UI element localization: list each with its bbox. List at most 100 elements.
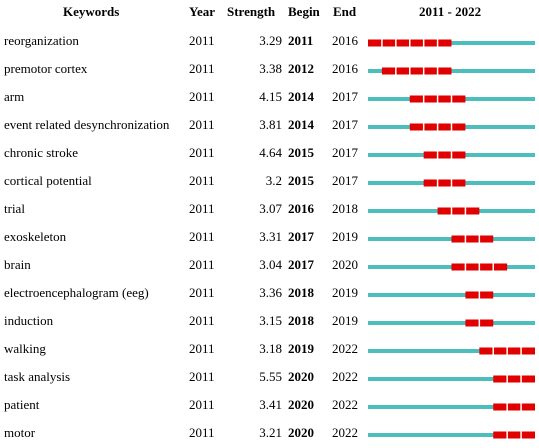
year-cell: 2011 — [189, 229, 215, 244]
keyword-cell: premotor cortex — [4, 61, 88, 76]
year-cell: 2011 — [189, 341, 215, 356]
strength-cell: 3.04 — [259, 257, 282, 272]
year-separator — [478, 263, 481, 271]
year-separator — [506, 403, 508, 411]
timeline-line — [368, 405, 535, 409]
header-end: End — [333, 4, 357, 19]
strength-cell: 4.64 — [259, 145, 282, 160]
keyword-cell: cortical potential — [4, 173, 92, 188]
year-separator — [478, 291, 481, 299]
keyword-cell: chronic stroke — [4, 145, 79, 160]
table-row: electroencephalogram (eeg) 2011 3.36 2018 20… — [0, 280, 539, 308]
header-begin: Begin — [288, 4, 320, 19]
year-separator — [422, 123, 425, 131]
burst-row-bar — [368, 95, 535, 103]
end-cell: 2017 — [332, 117, 358, 132]
begin-cell: 2017 — [288, 229, 314, 244]
strength-cell: 4.15 — [259, 89, 282, 104]
year-separator — [436, 95, 439, 103]
year-cell: 2011 — [189, 173, 215, 188]
keyword-cell: induction — [4, 313, 54, 328]
keyword-cell: walking — [4, 341, 46, 356]
keyword-cell: trial — [4, 201, 25, 216]
begin-cell: 2018 — [288, 313, 314, 328]
burst-row-bar — [368, 319, 535, 327]
table-row: event related desynchronization 2011 3.81 2… — [0, 112, 539, 140]
table-row: task analysis 2011 5.55 2020 2022 — [0, 364, 539, 392]
burst-segment — [423, 179, 466, 187]
year-cell: 2011 — [189, 61, 215, 76]
burst-segment — [423, 151, 466, 159]
year-cell: 2011 — [189, 145, 215, 160]
burst-row-bar — [368, 151, 535, 159]
keyword-cell: motor — [4, 425, 36, 440]
end-cell: 2017 — [332, 173, 358, 188]
keyword-cell: reorganization — [4, 33, 79, 48]
strength-cell: 3.18 — [259, 341, 282, 356]
table-row: brain 2011 3.04 2017 2020 — [0, 252, 539, 280]
begin-cell: 2020 — [288, 397, 314, 412]
year-separator — [520, 347, 522, 355]
end-cell: 2016 — [332, 61, 358, 76]
end-cell: 2022 — [332, 369, 358, 384]
table-row: patient 2011 3.41 2020 2022 — [0, 392, 539, 420]
begin-cell: 2019 — [288, 341, 314, 356]
burst-row-bar — [368, 347, 535, 355]
begin-cell: 2011 — [288, 33, 314, 48]
table-row: exoskeleton 2011 3.31 2017 2019 — [0, 224, 539, 252]
burst-row-bar — [368, 123, 535, 131]
end-cell: 2017 — [332, 145, 358, 160]
year-separator — [409, 67, 411, 75]
end-cell: 2016 — [332, 33, 358, 48]
table-row: motor 2011 3.21 2020 2022 — [0, 420, 539, 448]
strength-cell: 3.29 — [259, 33, 282, 48]
year-separator — [436, 179, 439, 187]
begin-cell: 2014 — [288, 89, 314, 104]
strength-cell: 3.38 — [259, 61, 282, 76]
year-separator — [464, 235, 467, 243]
burst-row-bar — [368, 39, 535, 47]
burst-row-bar — [368, 403, 535, 411]
strength-cell: 3.07 — [259, 201, 282, 216]
table-row: cortical potential 2011 3.2 2015 2017 — [0, 168, 539, 196]
year-cell: 2011 — [189, 117, 215, 132]
timeline-line — [368, 377, 535, 381]
begin-cell: 2015 — [288, 145, 314, 160]
year-separator — [381, 39, 383, 47]
year-separator — [450, 123, 453, 131]
year-separator — [450, 151, 453, 159]
begin-cell: 2020 — [288, 369, 314, 384]
year-cell: 2011 — [189, 257, 215, 272]
year-separator — [506, 375, 508, 383]
year-separator — [520, 431, 522, 439]
end-cell: 2022 — [332, 397, 358, 412]
burst-row-bar — [368, 235, 535, 243]
keyword-cell: task analysis — [4, 369, 71, 384]
table-row: arm 2011 4.15 2014 2017 — [0, 84, 539, 112]
begin-cell: 2018 — [288, 285, 314, 300]
header-strength: Strength — [227, 4, 276, 19]
table-row: induction 2011 3.15 2018 2019 — [0, 308, 539, 336]
burst-row-bar — [368, 375, 535, 383]
begin-cell: 2014 — [288, 117, 314, 132]
end-cell: 2018 — [332, 201, 358, 216]
burst-row-bar — [368, 431, 535, 439]
burst-row-bar — [368, 179, 535, 187]
strength-cell: 3.15 — [259, 313, 282, 328]
burst-segment — [493, 375, 535, 383]
timeline-line — [368, 433, 535, 437]
year-separator — [409, 39, 411, 47]
year-separator — [520, 375, 522, 383]
begin-cell: 2015 — [288, 173, 314, 188]
table-row: chronic stroke 2011 4.64 2015 2017 — [0, 140, 539, 168]
year-separator — [436, 39, 439, 47]
keyword-cell: event related desynchronization — [4, 117, 170, 132]
begin-cell: 2020 — [288, 425, 314, 440]
year-cell: 2011 — [189, 397, 215, 412]
year-cell: 2011 — [189, 369, 215, 384]
keyword-cell: arm — [4, 89, 25, 104]
keyword-cell: patient — [4, 397, 40, 412]
keyword-cell: electroencephalogram (eeg) — [4, 285, 149, 300]
timeline-line — [368, 321, 535, 325]
